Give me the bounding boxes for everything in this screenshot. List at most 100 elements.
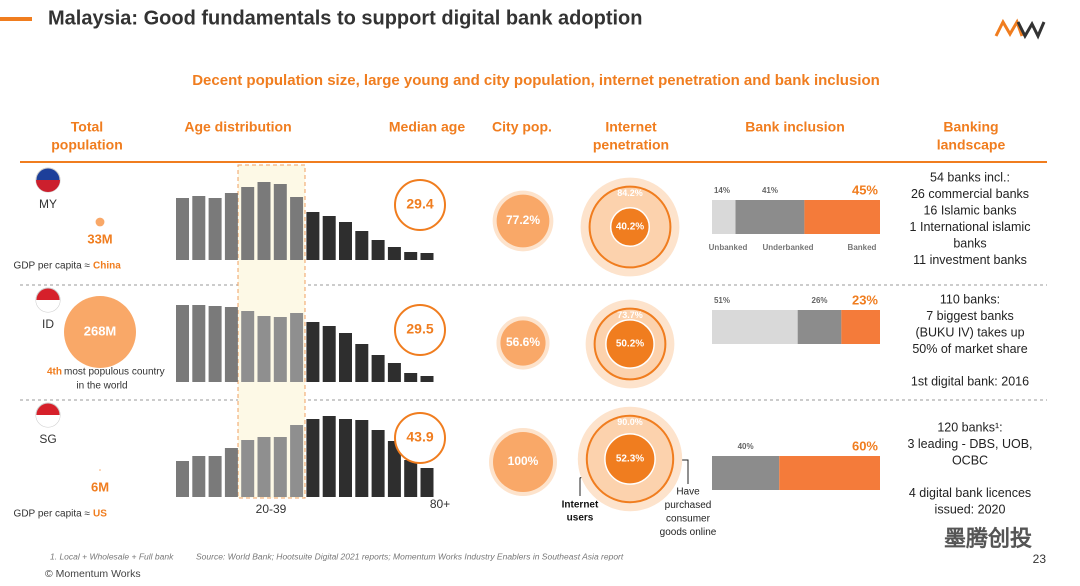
bank-value-label: 23% [852, 292, 878, 307]
median-ring [394, 412, 446, 464]
age-bar [387, 363, 401, 382]
age-bar [224, 448, 238, 497]
age-bar [420, 468, 434, 497]
note: most populous country [64, 367, 165, 378]
flag-bottom [36, 300, 60, 312]
column-header: penetration [593, 137, 669, 153]
median-age: 43.9 [406, 429, 433, 445]
population-bubble [99, 469, 101, 471]
subtitle: Decent population size, large young and … [192, 72, 880, 89]
age-bar [192, 196, 206, 260]
age-bar [257, 437, 271, 497]
bank-value-label: 45% [852, 182, 878, 197]
column-header: Total [71, 119, 103, 135]
landscape-text: issued: 2020 [935, 502, 1006, 516]
bank-segment [841, 310, 880, 344]
landscape-text: OCBC [952, 453, 988, 467]
age-axis-label: 20-39 [256, 502, 287, 516]
age-bar [339, 333, 352, 382]
annotation: purchased [665, 500, 712, 511]
column-header: Banking [943, 119, 998, 135]
age-bar [322, 216, 336, 260]
age-bar [306, 212, 320, 260]
population-label: 6M [91, 479, 109, 494]
bank-segment [712, 456, 780, 490]
age-bar [371, 355, 385, 382]
bank-value-label: 51% [714, 296, 730, 305]
age-bar [355, 344, 369, 382]
note: GDP per capita ≈ [14, 261, 91, 272]
page-number: 23 [1033, 552, 1047, 566]
age-bar [257, 182, 271, 260]
age-bar [273, 317, 287, 382]
bank-segment [712, 200, 736, 234]
column-header: Internet [605, 119, 657, 135]
note-highlight: 4th [47, 367, 62, 378]
landscape-text: 4 digital bank licences [909, 486, 1031, 500]
age-bar [208, 306, 222, 382]
online-purchase [604, 433, 656, 485]
annotation: Internet [562, 500, 599, 511]
age-bar [290, 197, 304, 260]
column-header: City pop. [492, 119, 552, 135]
age-bar [192, 456, 206, 497]
age-bar [290, 313, 304, 382]
note-highlight: China [93, 261, 121, 272]
bank-category: Underbanked [762, 243, 813, 252]
footnote: 1. Local + Wholesale + Full bank [50, 551, 174, 561]
age-bar [208, 198, 222, 260]
country-code: ID [42, 317, 54, 331]
landscape-text: 26 commercial banks [911, 187, 1029, 201]
landscape-text: 16 Islamic banks [923, 203, 1016, 217]
note: in the world [76, 381, 127, 392]
age-bar [241, 440, 255, 497]
age-bar [192, 305, 206, 382]
age-bar [176, 305, 189, 382]
age-bar [339, 419, 352, 497]
age-bar [224, 193, 238, 260]
online-purchase-label: 52.3% [616, 454, 644, 465]
note: GDP per capita ≈ [14, 509, 91, 520]
landscape-text: 1 International islamic [910, 220, 1031, 234]
online-purchase [605, 319, 655, 369]
bank-value-label: 41% [762, 186, 778, 195]
bank-value-label: 60% [852, 438, 878, 453]
landscape-text: 54 banks incl.: [930, 170, 1010, 184]
city-pop-label: 56.6% [506, 335, 540, 349]
age-bar [176, 461, 189, 497]
title: Malaysia: Good fundamentals to support d… [48, 7, 642, 29]
landscape-text: 3 leading - DBS, UOB, [907, 437, 1032, 451]
landscape-text: (BUKU IV) takes up [915, 325, 1024, 339]
annotation: users [567, 513, 594, 524]
landscape-text: 110 banks: [940, 292, 1000, 306]
bank-value-label: 14% [714, 186, 730, 195]
age-bar [257, 316, 271, 382]
annotation: goods online [660, 527, 717, 538]
bank-category: Banked [848, 243, 877, 252]
country-code: MY [39, 197, 57, 211]
population-label: 268M [84, 323, 117, 338]
column-header: Bank inclusion [745, 119, 845, 135]
bank-segment [712, 310, 798, 344]
internet-label: 90.0% [617, 417, 643, 427]
age-bar [273, 437, 287, 497]
age-bar [176, 198, 189, 260]
age-bar [404, 460, 418, 497]
online-purchase-label: 40.2% [616, 222, 644, 233]
age-bar [420, 253, 434, 260]
age-bar [404, 373, 418, 382]
bank-segment [797, 310, 842, 344]
median-ring [394, 179, 446, 231]
age-bar [290, 425, 304, 497]
column-header: Age distribution [184, 119, 291, 135]
column-header: landscape [937, 137, 1006, 153]
city-bubble [493, 432, 553, 492]
age-bar [273, 184, 287, 260]
landscape-text: 11 investment banks [913, 253, 1027, 267]
age-bar [306, 322, 320, 382]
age-bar [208, 456, 222, 497]
median-ring [394, 304, 446, 356]
age-bar [322, 416, 336, 497]
landscape-text: 120 banks¹: [937, 420, 1002, 434]
population-bubble [64, 296, 136, 368]
